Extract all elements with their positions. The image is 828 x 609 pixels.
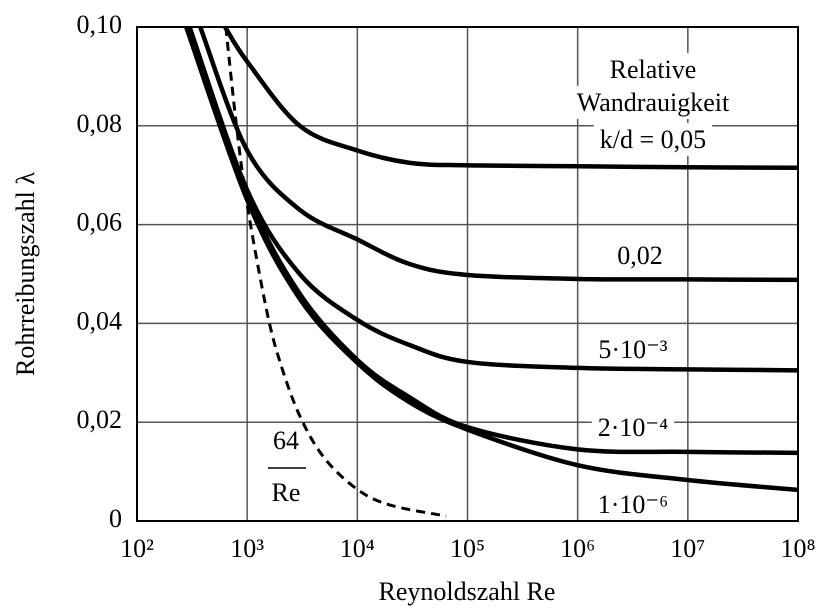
x-tick-label: 10⁷ [670, 534, 705, 563]
fraction-numerator: 64 [273, 426, 299, 455]
y-tick-label: 0,02 [77, 405, 123, 434]
y-tick-label: 0 [109, 504, 122, 533]
label-background [591, 410, 675, 444]
plot-frame [136, 26, 799, 522]
y-axis-label: Rohrreibungszahl λ [11, 172, 40, 376]
x-axis-label: Reynoldszahl Re [379, 577, 556, 606]
series-line [224, 26, 447, 518]
series-label: 1·10⁻⁶ [598, 490, 668, 519]
label-background [591, 487, 675, 521]
series-line [198, 26, 799, 283]
series-label: 0,02 [617, 241, 663, 270]
series-line [184, 26, 799, 493]
x-tick-label: 10⁴ [340, 534, 375, 563]
x-tick-label: 10³ [230, 534, 264, 563]
label-background [603, 52, 703, 86]
legend-title: Relative [610, 55, 697, 84]
x-tick-label: 10² [120, 534, 154, 563]
series-label: 2·10⁻⁴ [598, 413, 668, 442]
fraction-denominator: Re [272, 478, 301, 507]
y-tick-label: 0,08 [77, 109, 123, 138]
x-tick-label: 10⁵ [450, 534, 485, 563]
x-tick-label: 10⁸ [780, 534, 815, 563]
series-line [223, 25, 799, 171]
y-tick-label: 0,04 [77, 306, 123, 335]
legend-title: Wandrauigkeit [577, 88, 730, 117]
label-background [592, 332, 674, 366]
x-tick-label: 10⁶ [560, 534, 595, 563]
y-tick-label: 0,06 [77, 208, 123, 237]
series-label: k/d = 0,05 [600, 125, 706, 154]
label-background [611, 238, 669, 272]
label-background [593, 122, 713, 156]
label-background [570, 85, 736, 119]
series-label: 5·10⁻³ [598, 335, 667, 364]
y-tick-label: 0,10 [77, 10, 123, 39]
